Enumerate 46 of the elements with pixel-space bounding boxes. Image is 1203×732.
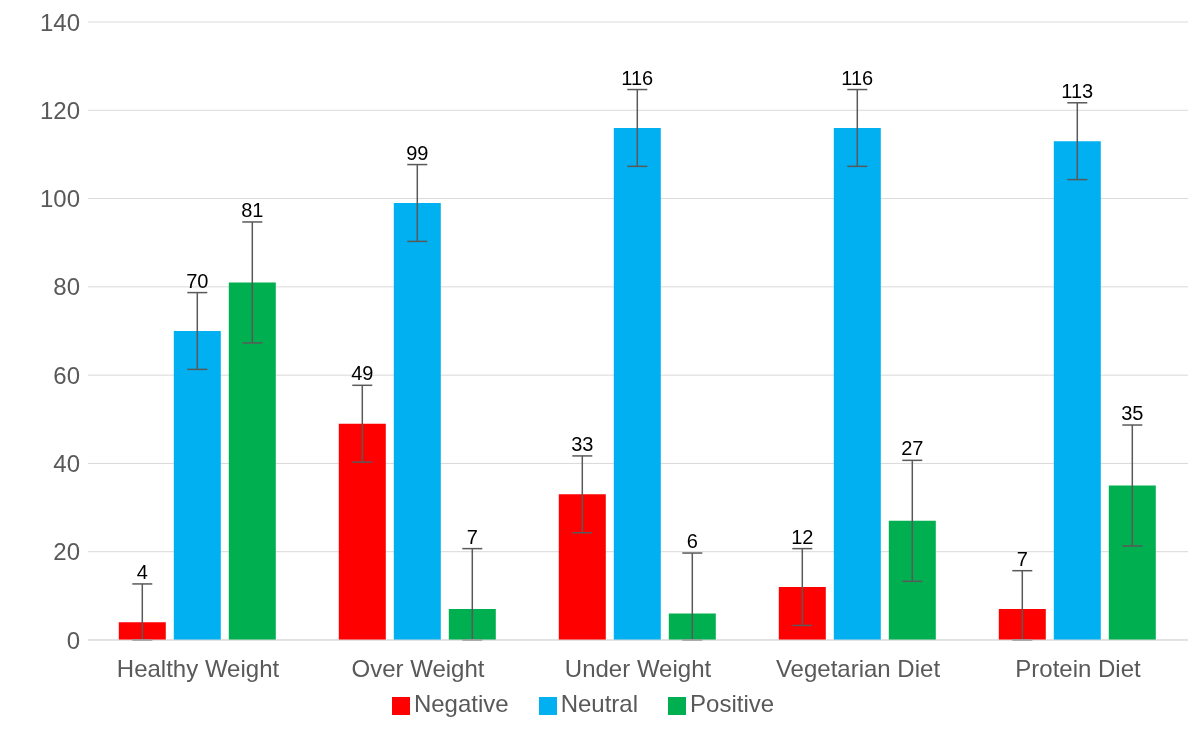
data-label: 27 — [901, 437, 924, 460]
bar — [998, 609, 1046, 640]
bar — [338, 423, 386, 640]
data-label: 81 — [241, 198, 264, 221]
bar — [173, 331, 221, 640]
y-tick-label: 100 — [39, 185, 80, 213]
data-label: 33 — [571, 432, 594, 455]
x-tick-label: Protein Diet — [1015, 655, 1142, 683]
y-tick-label: 0 — [66, 626, 80, 654]
data-label: 6 — [686, 530, 698, 553]
legend-label: Neutral — [560, 690, 639, 717]
data-label: 113 — [1061, 79, 1094, 102]
data-label: 49 — [351, 362, 374, 385]
x-tick-label: Healthy Weight — [116, 655, 280, 683]
data-label: 116 — [621, 66, 654, 89]
y-tick-label: 60 — [53, 361, 80, 389]
bar — [393, 202, 441, 640]
data-label: 12 — [791, 525, 814, 548]
data-label: 35 — [1121, 402, 1144, 425]
data-label: 7 — [1016, 547, 1028, 570]
bar — [668, 613, 716, 640]
bar — [1108, 485, 1156, 640]
y-tick-label: 140 — [39, 8, 80, 36]
y-tick-label: 20 — [53, 538, 80, 566]
bar — [1053, 141, 1101, 640]
bar — [118, 622, 166, 640]
y-tick-label: 80 — [53, 273, 80, 301]
legend-label: Negative — [413, 690, 509, 717]
legend-label: Positive — [690, 690, 775, 717]
x-tick-label: Vegetarian Diet — [775, 655, 941, 683]
x-tick-label: Over Weight — [351, 655, 485, 683]
bar — [613, 127, 661, 640]
bar — [833, 127, 881, 640]
data-label: 99 — [406, 141, 429, 164]
bar — [448, 609, 496, 640]
y-tick-label: 120 — [39, 96, 80, 124]
bar — [778, 587, 826, 640]
data-label: 70 — [186, 269, 209, 292]
data-label: 116 — [841, 66, 874, 89]
data-label: 4 — [136, 560, 148, 583]
bar — [888, 520, 936, 640]
y-tick-label: 40 — [53, 449, 80, 477]
bar — [228, 282, 276, 640]
bar — [558, 494, 606, 640]
x-tick-label: Under Weight — [564, 655, 712, 683]
data-label: 7 — [466, 525, 478, 548]
